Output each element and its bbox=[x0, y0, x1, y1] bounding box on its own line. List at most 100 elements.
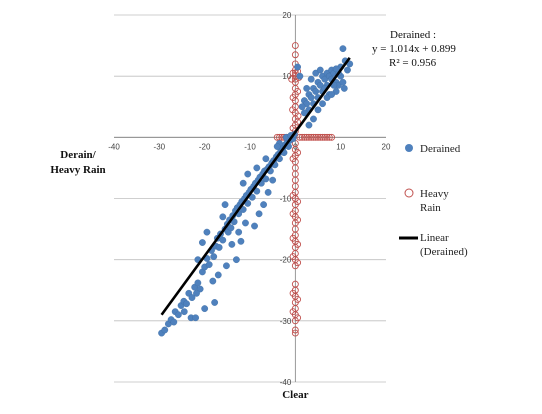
x-tick-label: -30 bbox=[154, 142, 166, 151]
derained-point bbox=[296, 72, 304, 80]
x-tick-label: -40 bbox=[108, 142, 120, 151]
heavy-rain-point bbox=[303, 133, 311, 141]
derained-point bbox=[215, 244, 223, 251]
heavy-rain-point bbox=[294, 314, 302, 322]
legend-label-derained: Derained bbox=[420, 143, 461, 155]
heavy-rain-point bbox=[294, 198, 302, 206]
heavy-rain-point bbox=[314, 133, 322, 141]
derained-point bbox=[300, 109, 308, 117]
derained-point bbox=[269, 176, 277, 184]
y-tick-label: -40 bbox=[280, 378, 292, 387]
derained-point bbox=[227, 224, 235, 232]
derained-point bbox=[303, 85, 311, 92]
derained-point bbox=[339, 45, 347, 53]
heavy-rain-point bbox=[294, 118, 302, 126]
derained-point bbox=[294, 63, 301, 71]
heavy-rain-point bbox=[289, 234, 297, 242]
heavy-rain-point bbox=[321, 133, 329, 141]
derained-point bbox=[198, 239, 206, 246]
y-tick-label: 20 bbox=[282, 11, 291, 20]
legend-item-heavy-rain: Heavy Rain bbox=[404, 188, 449, 214]
derained-point bbox=[183, 300, 190, 308]
derained-point bbox=[273, 143, 281, 150]
derained-point bbox=[316, 66, 324, 74]
heavy-rain-point bbox=[289, 124, 297, 132]
heavy-rain-point bbox=[310, 133, 317, 141]
derained-point bbox=[244, 170, 252, 178]
equation-label: Derained : bbox=[390, 29, 436, 41]
trendline bbox=[160, 57, 351, 316]
derained-point bbox=[221, 201, 229, 209]
y-tick-label: 10 bbox=[282, 72, 291, 81]
derained-point bbox=[339, 78, 347, 86]
heavy-rain-point bbox=[291, 326, 299, 334]
derained-point bbox=[312, 88, 320, 95]
derained-point bbox=[192, 314, 200, 322]
derained-point bbox=[193, 289, 200, 297]
heavy-rain-point bbox=[294, 259, 302, 267]
derained-point bbox=[262, 175, 270, 183]
legend-marker-derained bbox=[405, 144, 413, 152]
legend-item-derained: Derained bbox=[405, 143, 461, 155]
heavy-rain-point bbox=[325, 133, 333, 141]
derained-point bbox=[170, 318, 178, 326]
derained-point bbox=[201, 305, 209, 312]
heavy-rain-point bbox=[289, 210, 297, 218]
x-axis-tick-labels: -40 -30 -20 -10 0 10 20 bbox=[108, 142, 391, 151]
heavy-rain-point bbox=[294, 88, 302, 95]
derained-point bbox=[305, 121, 313, 129]
y-tick-label: -20 bbox=[280, 256, 292, 265]
x-tick-label: -20 bbox=[199, 142, 211, 151]
legend-label-heavy-rain-line-1: Heavy bbox=[420, 188, 449, 200]
heavy-rain-point bbox=[289, 253, 297, 261]
derained-point bbox=[242, 219, 249, 227]
derained-point bbox=[232, 256, 240, 264]
derained-point bbox=[332, 65, 340, 73]
heavy-rain-point bbox=[323, 133, 331, 141]
heavy-rain-point bbox=[289, 155, 297, 163]
derained-point bbox=[264, 188, 272, 196]
heavy-rain-point bbox=[307, 133, 315, 141]
heavy-rain-point bbox=[291, 51, 299, 59]
derained-point bbox=[262, 155, 270, 163]
derained-point bbox=[194, 279, 202, 287]
heavy-rain-point bbox=[316, 133, 324, 141]
derained-point bbox=[314, 106, 322, 114]
heavy-rain-point bbox=[289, 308, 297, 316]
derained-point bbox=[340, 85, 348, 92]
derained-point bbox=[228, 240, 236, 248]
heavy-rain-point bbox=[289, 94, 297, 102]
x-axis-title: Clear bbox=[282, 389, 308, 401]
legend-label-linear-line-1: Linear bbox=[420, 232, 449, 244]
y-axis-title-line-2: Heavy Rain bbox=[50, 164, 105, 176]
legend-label-heavy-rain-line-2: Rain bbox=[420, 202, 441, 214]
trendline-series bbox=[160, 57, 351, 316]
heavy-rain-point bbox=[312, 133, 320, 141]
legend-marker-heavy-rain bbox=[404, 188, 414, 198]
derained-point bbox=[180, 308, 188, 316]
derained-point bbox=[174, 311, 182, 319]
derained-point bbox=[260, 201, 267, 209]
equation-formula: y = 1.014x + 0.899 bbox=[372, 43, 456, 55]
derained-point bbox=[310, 115, 317, 123]
derained-series bbox=[158, 45, 354, 337]
derained-point bbox=[237, 237, 245, 245]
heavy-rain-point bbox=[288, 75, 296, 83]
heavy-rain-point bbox=[291, 75, 299, 83]
heavy-rain-point bbox=[328, 133, 336, 141]
derained-point bbox=[307, 75, 315, 83]
x-tick-label: -10 bbox=[244, 142, 256, 151]
derained-point bbox=[251, 222, 258, 230]
derained-point bbox=[210, 253, 218, 261]
heavy-rain-point bbox=[319, 133, 326, 141]
derained-point bbox=[239, 179, 247, 187]
derained-point bbox=[328, 91, 335, 98]
heavy-rain-point bbox=[291, 42, 299, 50]
derained-point bbox=[219, 213, 227, 221]
y-axis-tick-labels: 20100-10-20-30-40 bbox=[280, 11, 292, 387]
derained-point bbox=[298, 103, 306, 111]
heavy-rain-point bbox=[289, 289, 297, 297]
derained-point bbox=[203, 228, 211, 236]
legend-label-linear-line-2: (Derained) bbox=[420, 246, 468, 258]
